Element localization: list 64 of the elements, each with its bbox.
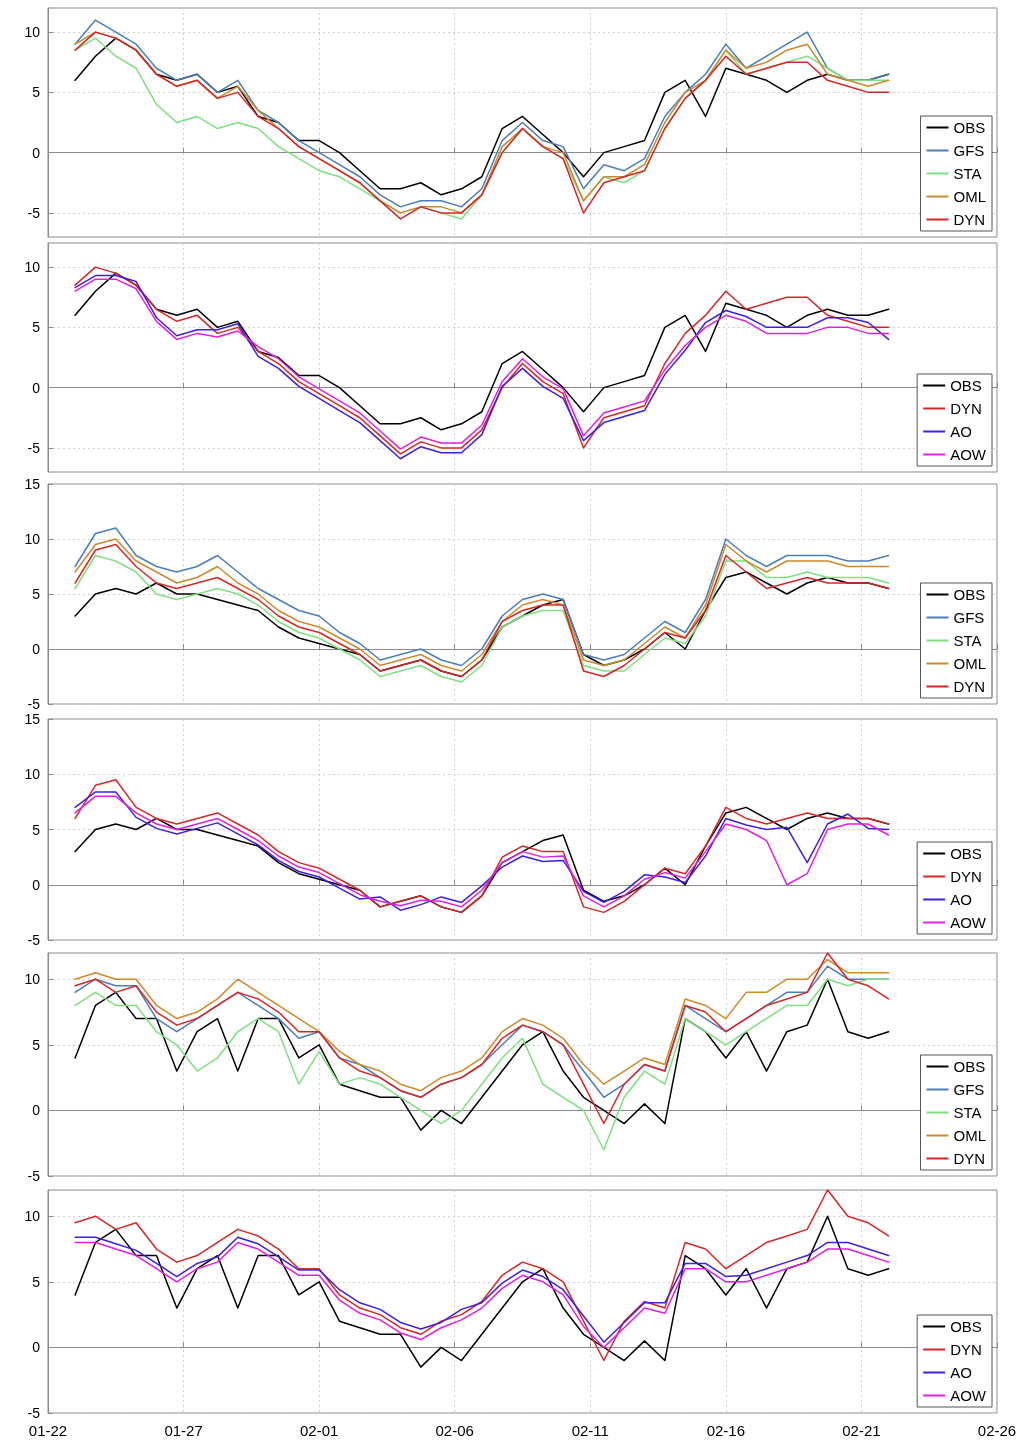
legend-label: DYN [950,1341,982,1358]
y-tick-label: 0 [32,641,41,657]
y-tick-label: 10 [24,971,41,988]
legend-label: OML [953,1127,987,1144]
y-tick-label: 0 [32,876,41,893]
legend-label: AOW [950,914,987,931]
legend-label: OBS [950,1318,982,1335]
x-tick-label: 02-06 [435,1422,474,1439]
x-tick-label: 01-22 [28,1422,68,1439]
x-tick-label: 02-26 [977,1422,1017,1439]
legend-label: OML [953,188,987,205]
y-tick-label: 10 [24,24,41,41]
legend-label: OBS [950,845,982,862]
x-tick-label: 01-27 [164,1422,203,1439]
legend-label: GFS [953,142,985,159]
legend-label: DYN [953,1150,986,1167]
legend-label: OML [953,655,987,672]
legend-label: AO [950,891,972,908]
legend-label: AO [950,423,972,440]
legend-label: STA [953,632,982,649]
y-tick-label: 0 [32,379,41,396]
legend-label: OBS [950,377,982,394]
y-tick-label: 10 [24,1208,41,1225]
x-tick-label: 02-16 [706,1422,746,1439]
legend-label: AOW [950,1387,987,1404]
legend-label: STA [953,1104,982,1121]
legend-label: DYN [950,868,982,885]
y-tick-label: 15 [24,711,41,727]
line-series [74,1215,890,1368]
y-tick-label: 0 [32,1102,41,1119]
legend-label: AO [950,1364,972,1381]
y-tick-label: 5 [32,1036,41,1053]
y-tick-label: 5 [32,1273,41,1290]
legend-label: OBS [953,119,986,136]
y-tick-label: 5 [32,821,41,838]
y-tick-label: 5 [32,586,41,602]
y-tick-label: -5 [27,1405,41,1421]
line-series [74,952,890,1125]
x-tick-label: 02-11 [571,1422,609,1439]
y-tick-label: -5 [27,1168,41,1184]
y-tick-label: 5 [32,84,41,101]
y-tick-label: 0 [32,1339,41,1356]
y-tick-label: -5 [27,204,41,221]
legend-label: DYN [950,400,982,417]
y-tick-label: -5 [27,696,41,712]
y-tick-label: 5 [32,319,41,336]
legend-label: OBS [953,586,986,603]
legend-label: GFS [953,1081,985,1098]
legend-label: DYN [953,678,986,695]
y-tick-label: 10 [24,531,41,547]
y-tick-label: 0 [32,144,41,161]
y-tick-label: 10 [24,259,41,276]
x-tick-label: 02-01 [299,1422,339,1439]
y-tick-label: 10 [24,766,41,783]
legend-label: AOW [950,446,987,463]
legend-label: STA [953,165,982,182]
y-tick-label: -5 [27,439,41,456]
y-tick-label: -5 [27,932,41,948]
x-tick-label: 02-21 [842,1422,881,1439]
legend-label: GFS [953,609,985,626]
legend-label: OBS [953,1058,986,1075]
y-tick-label: 15 [24,476,41,492]
legend-label: DYN [953,211,986,228]
line-series [74,1189,890,1362]
